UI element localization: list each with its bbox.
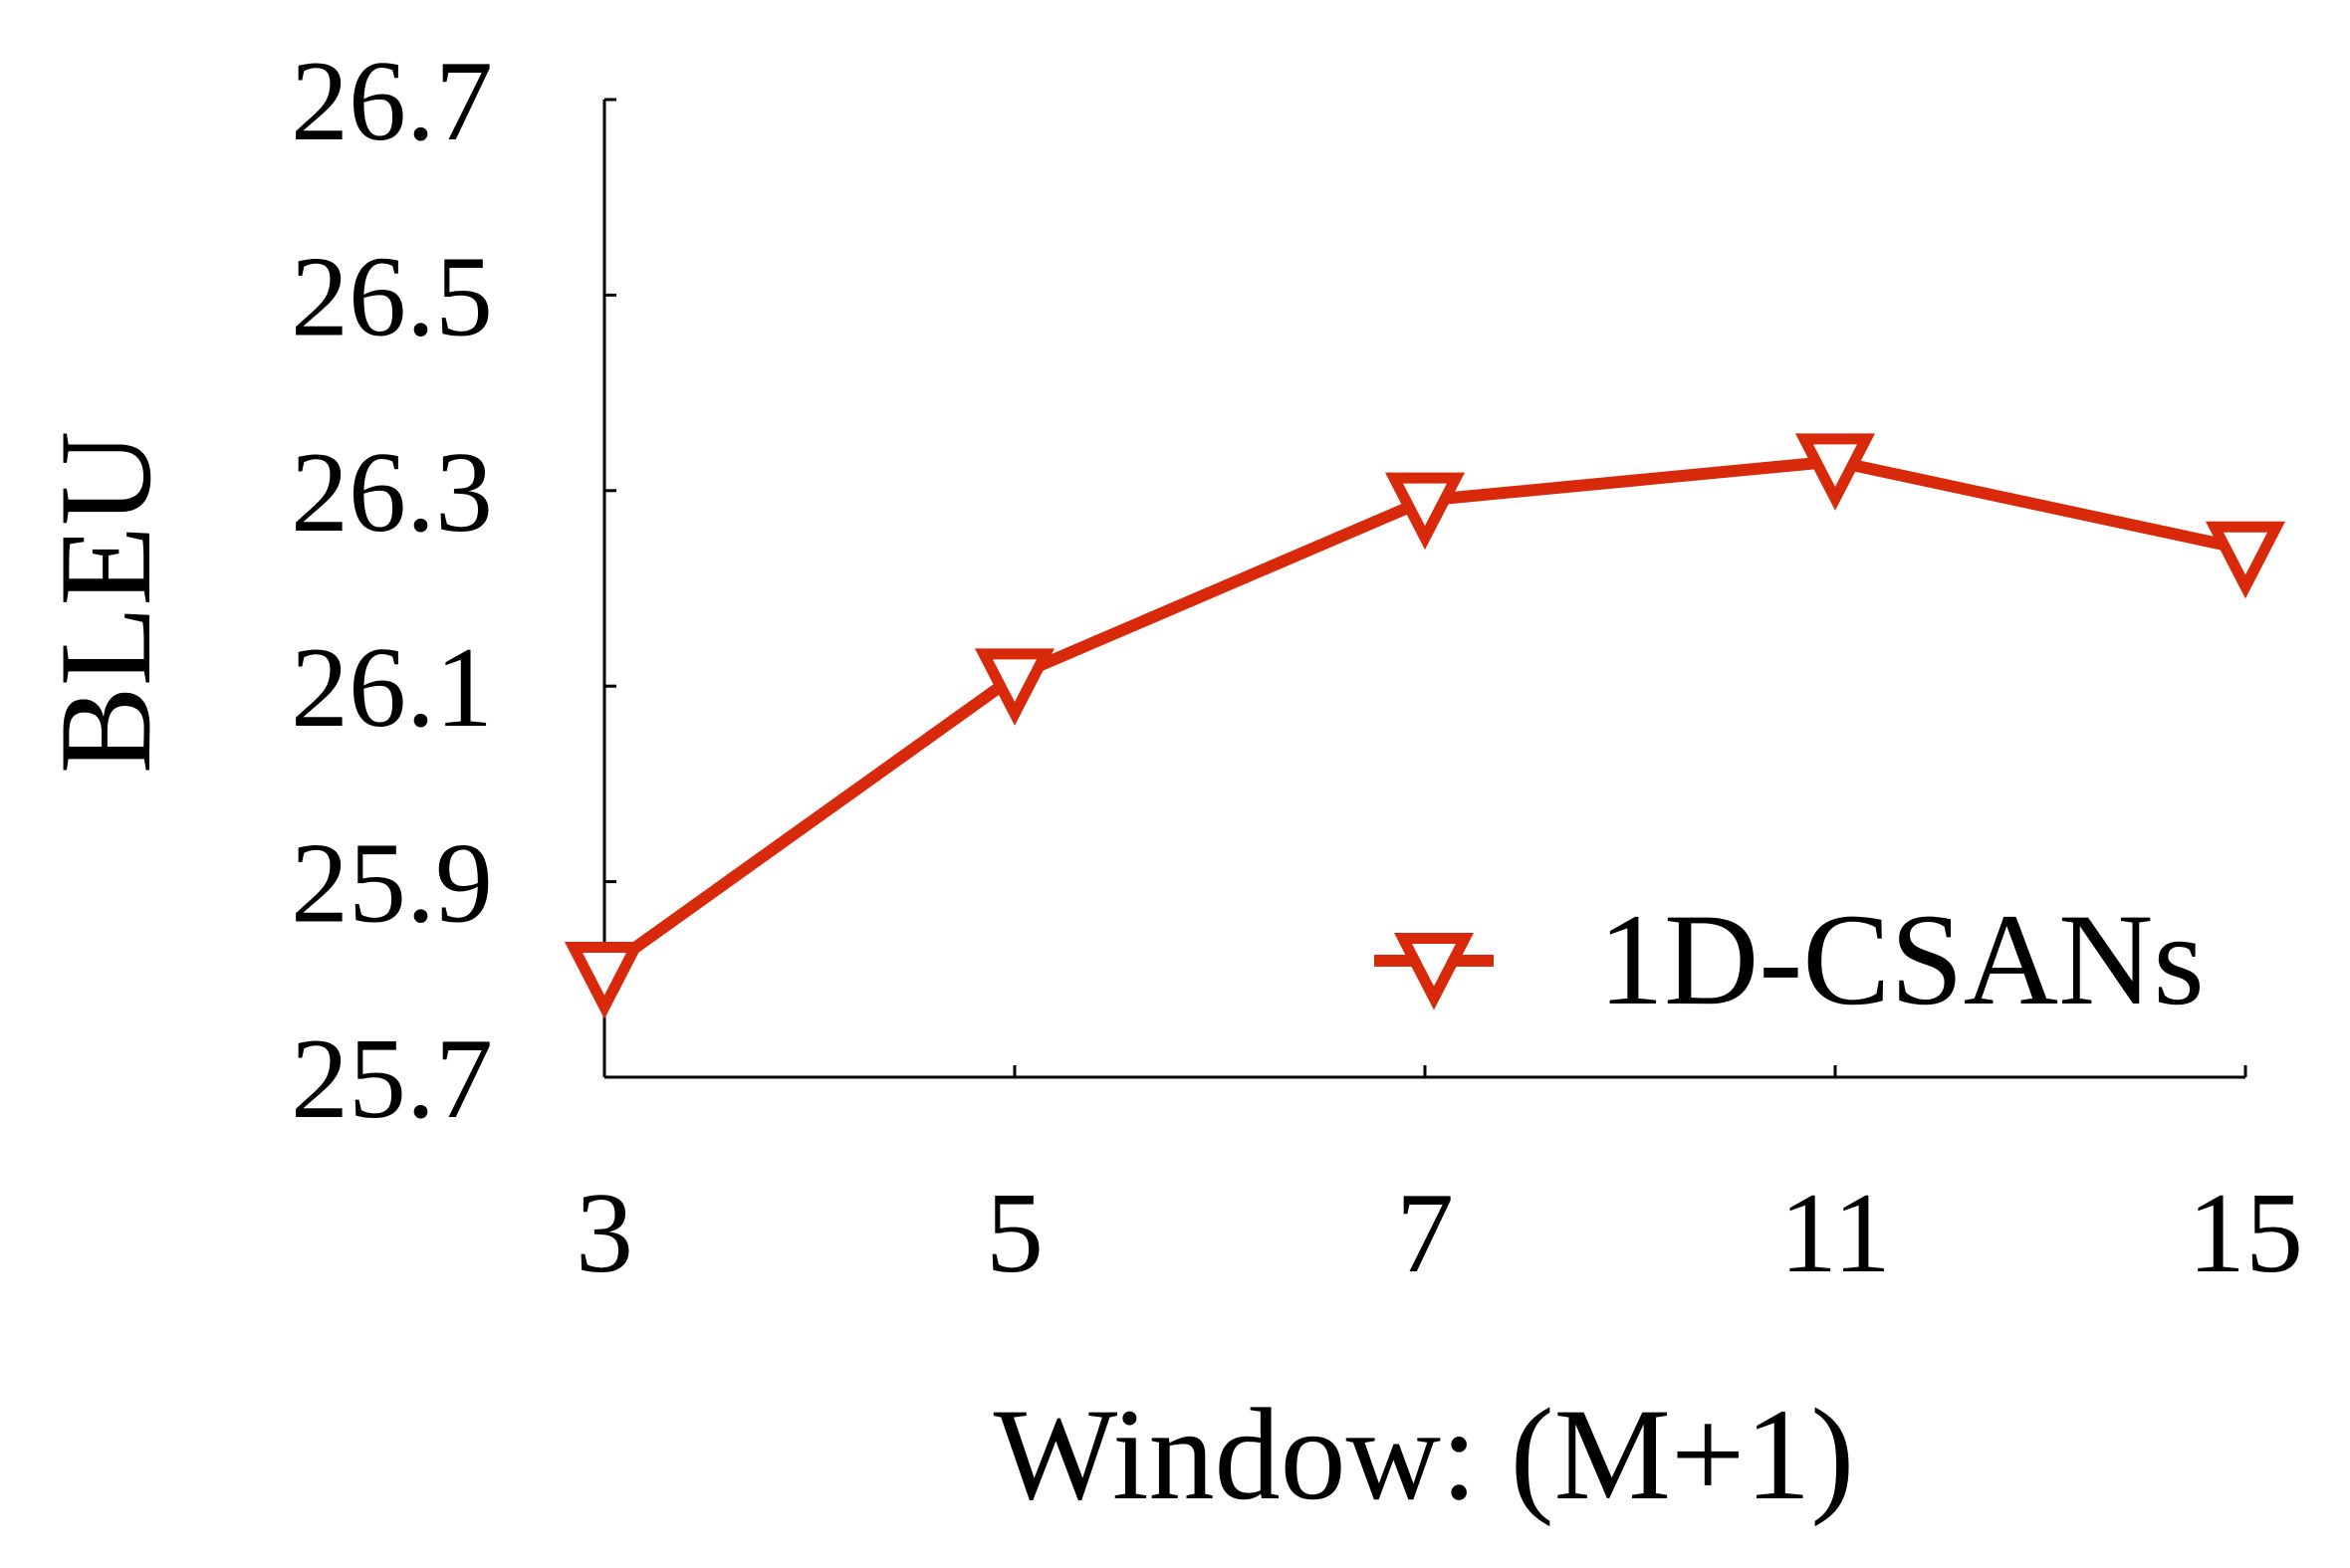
series-point-marker — [2205, 521, 2286, 599]
y-tick-label: 26.5 — [291, 233, 493, 360]
y-tick-label: 25.9 — [291, 820, 493, 948]
legend-label-1d-csans: 1D-CSANs — [1598, 886, 2205, 1032]
series-layer — [564, 433, 2286, 1019]
series-point-marker — [974, 648, 1056, 726]
y-ticks: 25.7 25.9 26.1 26.3 26.5 26.7 — [291, 38, 616, 1143]
legend-marker-triangle-down — [1393, 933, 1475, 1010]
x-ticks: 3 5 7 11 15 — [576, 1065, 2303, 1297]
y-axis-label: BLEU — [32, 431, 178, 775]
x-tick-label: 3 — [576, 1170, 633, 1297]
x-tick-label: 5 — [986, 1170, 1044, 1297]
x-tick-label: 15 — [2188, 1170, 2303, 1297]
y-tick-label: 26.1 — [291, 624, 493, 752]
series-point-marker — [564, 941, 645, 1019]
legend: 1D-CSANs — [1374, 886, 2205, 1032]
x-tick-label: 11 — [1779, 1170, 1891, 1297]
y-tick-label: 25.7 — [291, 1015, 493, 1143]
x-axis-label: Window: (M+1) — [994, 1381, 1855, 1527]
y-tick-label: 26.3 — [291, 429, 493, 557]
x-tick-label: 7 — [1396, 1170, 1454, 1297]
series-point-marker — [1384, 472, 1466, 551]
series-point-marker — [1794, 433, 1876, 511]
y-tick-label: 26.7 — [291, 38, 493, 165]
